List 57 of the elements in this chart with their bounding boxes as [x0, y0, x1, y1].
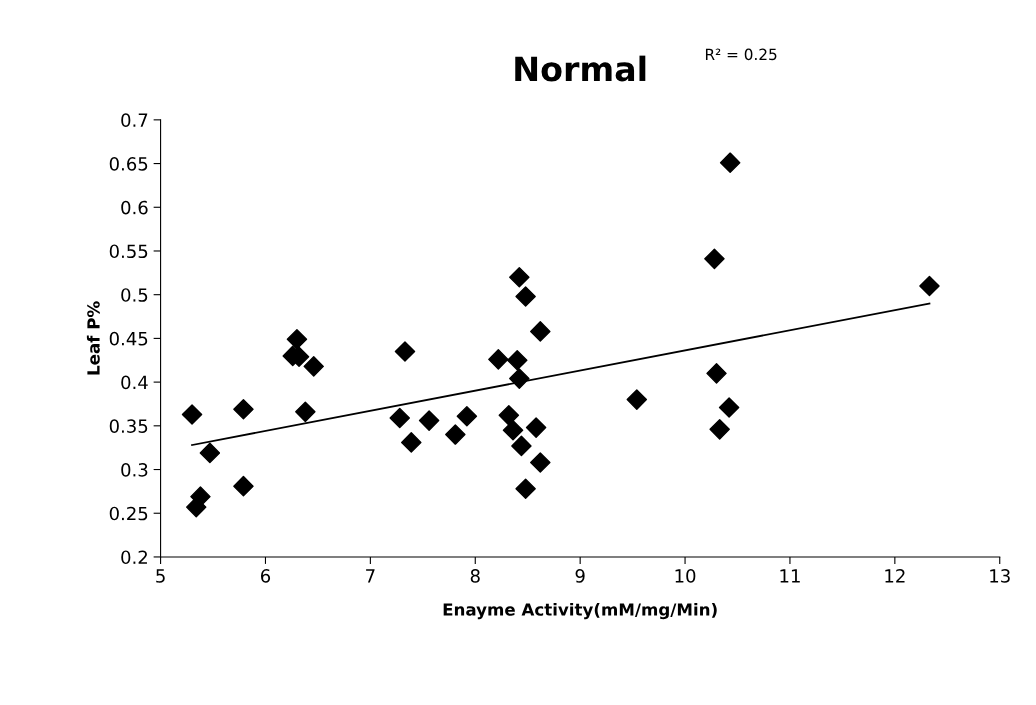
point [530, 452, 551, 473]
point [181, 404, 203, 425]
x-tick-label: 7 [366, 569, 375, 583]
point [233, 475, 254, 497]
x-tick-label: 10 [675, 569, 696, 583]
y-tick-label: 0.65 [109, 157, 148, 171]
y-axis-title: Leaf P% [86, 301, 100, 375]
x-tick-label: 13 [990, 569, 1010, 583]
point [295, 401, 316, 423]
y-tick-label: 0.35 [109, 419, 148, 433]
point [394, 341, 416, 362]
point [401, 432, 422, 453]
point [525, 417, 547, 438]
text: R² = 0.25 [705, 48, 777, 61]
chart-title: Normal [515, 55, 646, 82]
point [303, 356, 324, 377]
point [509, 368, 530, 389]
point [706, 363, 727, 384]
point [185, 496, 207, 518]
y-tick-label: 0.7 [121, 113, 148, 127]
x-tick-label: 5 [156, 569, 165, 583]
x-tick-label: 12 [885, 569, 905, 583]
point [718, 397, 740, 418]
point [515, 286, 536, 307]
x-tick-label: 8 [470, 569, 480, 583]
point [626, 389, 648, 410]
point [709, 419, 730, 440]
point [511, 435, 532, 457]
point [719, 152, 741, 173]
point [418, 410, 440, 431]
y-tick-label: 0.5 [121, 288, 148, 302]
x-tick-label: 9 [575, 569, 585, 583]
y-tick-label: 0.2 [121, 550, 147, 565]
point [502, 419, 524, 441]
point [509, 266, 530, 288]
point [506, 349, 528, 371]
point [286, 329, 308, 350]
point [199, 442, 221, 464]
point [498, 405, 520, 426]
point [389, 407, 411, 429]
point [530, 321, 551, 342]
x-axis-title: Enayme Activity(mM/mg/Min) [443, 602, 717, 620]
y-tick-label: 0.55 [109, 244, 148, 259]
point [515, 478, 536, 500]
point [488, 349, 509, 370]
point [919, 275, 940, 297]
point [456, 405, 478, 427]
y-tick-label: 0.45 [109, 331, 148, 346]
y-tick-label: 0.25 [109, 506, 148, 521]
x-tick-label: 11 [780, 569, 800, 583]
point [704, 248, 725, 270]
point [445, 424, 466, 445]
y-tick-label: 0.6 [121, 200, 148, 215]
point [233, 398, 254, 420]
y-tick-label: 0.4 [121, 375, 148, 390]
x-tick-label: 6 [260, 569, 271, 583]
y-tick-label: 0.3 [121, 462, 148, 477]
